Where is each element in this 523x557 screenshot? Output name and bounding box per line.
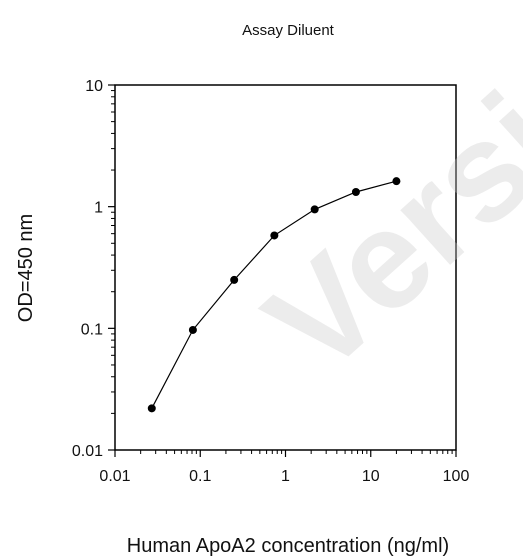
data-point	[310, 205, 319, 214]
axes: 0.01 0.1 1 10 100 0.01 0.1 1 10	[72, 78, 470, 485]
data-point	[392, 177, 401, 186]
y-tick-label: 10	[85, 78, 103, 95]
data-point	[230, 275, 239, 284]
y-tick-label: 0.01	[72, 443, 103, 460]
plot-frame	[114, 84, 457, 451]
x-tick-label: 1	[281, 468, 290, 485]
data-point	[188, 325, 197, 334]
x-tick-label: 0.01	[99, 468, 130, 485]
x-tick-label: 10	[362, 468, 380, 485]
data-point	[351, 187, 360, 196]
series-line	[151, 180, 397, 409]
chart-title: Assay Diluent	[242, 22, 335, 39]
data-point	[147, 404, 156, 413]
data-point	[270, 231, 279, 240]
y-axis-label: OD=450 nm	[15, 214, 37, 322]
x-tick-label: 100	[443, 468, 470, 485]
y-tick-label: 1	[94, 200, 103, 217]
series-layer	[147, 177, 401, 413]
x-axis-label: Human ApoA2 concentration (ng/ml)	[127, 535, 449, 557]
y-tick-label: 0.1	[81, 321, 103, 338]
x-tick-label: 0.1	[189, 468, 211, 485]
